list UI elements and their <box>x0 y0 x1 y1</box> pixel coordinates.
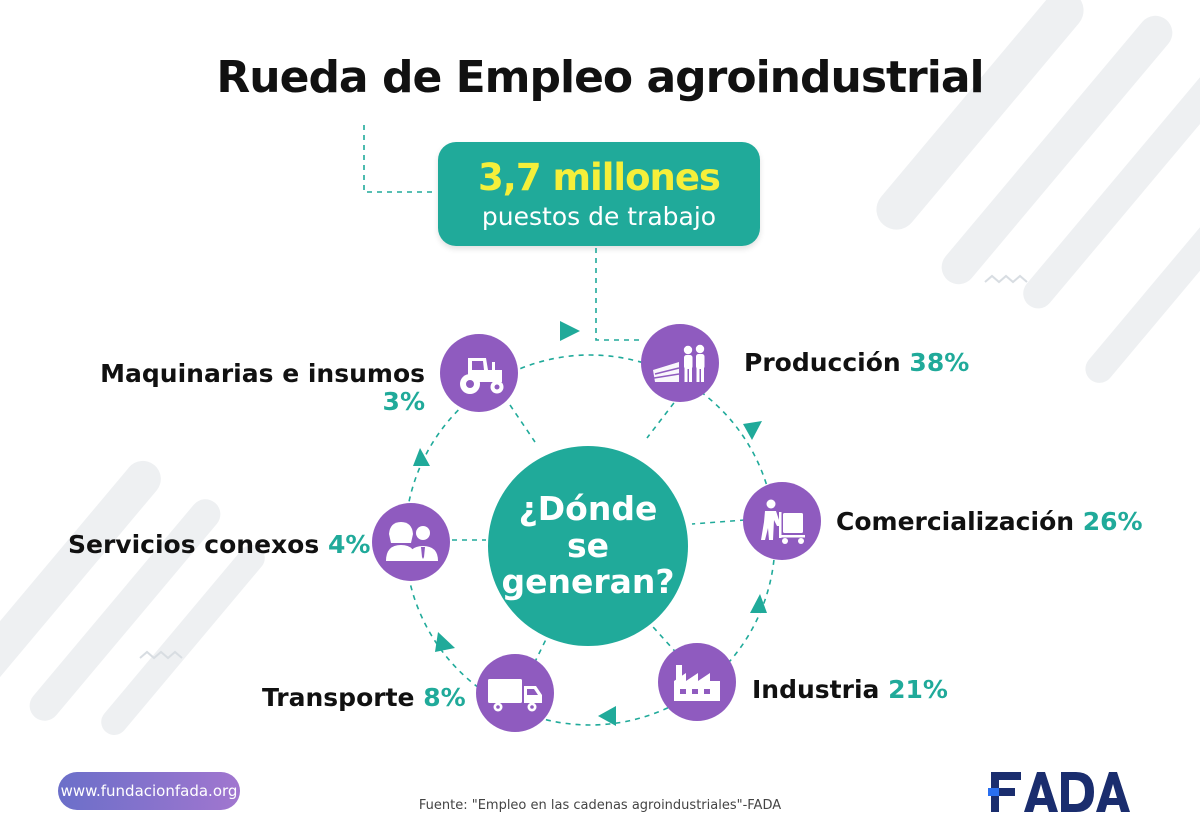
spoke-comercializacion <box>691 519 746 525</box>
center-question-text: ¿Dónde se generan? <box>501 488 675 602</box>
sector-share: 3% <box>382 387 425 416</box>
ring-arrow-left <box>413 448 430 466</box>
sector-share: 38% <box>909 348 970 377</box>
ring-arrow-lower-right <box>598 706 616 726</box>
ring-arrow-upper-right <box>743 421 762 440</box>
sector-name: Servicios conexos <box>68 530 320 559</box>
sector-name: Transporte <box>262 683 415 712</box>
truck-icon <box>488 679 542 712</box>
node-produccion <box>641 324 719 402</box>
label-produccion: Producción 38% <box>744 348 969 377</box>
node-transporte <box>476 654 554 732</box>
label-transporte: Transporte 8% <box>262 683 466 712</box>
sector-share: 21% <box>888 675 948 704</box>
total-jobs-label: puestos de trabajo <box>481 202 717 231</box>
ring-arrow-top <box>560 321 580 341</box>
page-title: Rueda de Empleo agroindustrial <box>216 52 984 103</box>
total-jobs-box: 3,7 millones puestos de trabajo <box>438 142 760 246</box>
total-jobs-value: 3,7 millones <box>478 156 721 199</box>
label-maquinarias: Maquinarias e insumos 3% <box>100 360 425 416</box>
factory-icon <box>674 665 720 701</box>
sector-share: 4% <box>327 530 371 559</box>
label-comercializacion: Comercialización 26% <box>836 507 1143 536</box>
sector-name: Producción <box>744 348 901 377</box>
source-note: Fuente: "Empleo en las cadenas agroindus… <box>418 798 782 813</box>
node-maquinarias <box>440 334 518 412</box>
label-servicios: Servicios conexos 4% <box>68 530 370 559</box>
tractor-icon <box>460 358 504 394</box>
title-connector-line <box>363 125 436 193</box>
sector-name: Maquinarias e insumos <box>100 359 425 388</box>
box-connector-line <box>595 248 640 341</box>
label-industria: Industria 21% <box>752 675 948 704</box>
center-question-circle: ¿Dónde se generan? <box>488 446 688 646</box>
ring-arrow-right <box>750 594 767 613</box>
sector-name: Industria <box>752 675 880 704</box>
sector-name: Comercialización <box>836 507 1075 536</box>
sector-share: 26% <box>1082 507 1143 536</box>
farmers-field-icon <box>653 344 705 382</box>
website-link[interactable]: www.fundacionfada.org <box>58 772 240 810</box>
spoke-maquinarias <box>509 404 536 443</box>
hand-cart-worker-icon <box>761 499 805 544</box>
ring-arrow-lower-left <box>435 632 455 652</box>
node-servicios <box>372 503 450 581</box>
fada-logo <box>988 772 1130 812</box>
node-industria <box>658 643 736 721</box>
sector-share: 8% <box>423 683 466 712</box>
people-icon <box>386 522 438 561</box>
node-comercializacion <box>743 482 821 560</box>
